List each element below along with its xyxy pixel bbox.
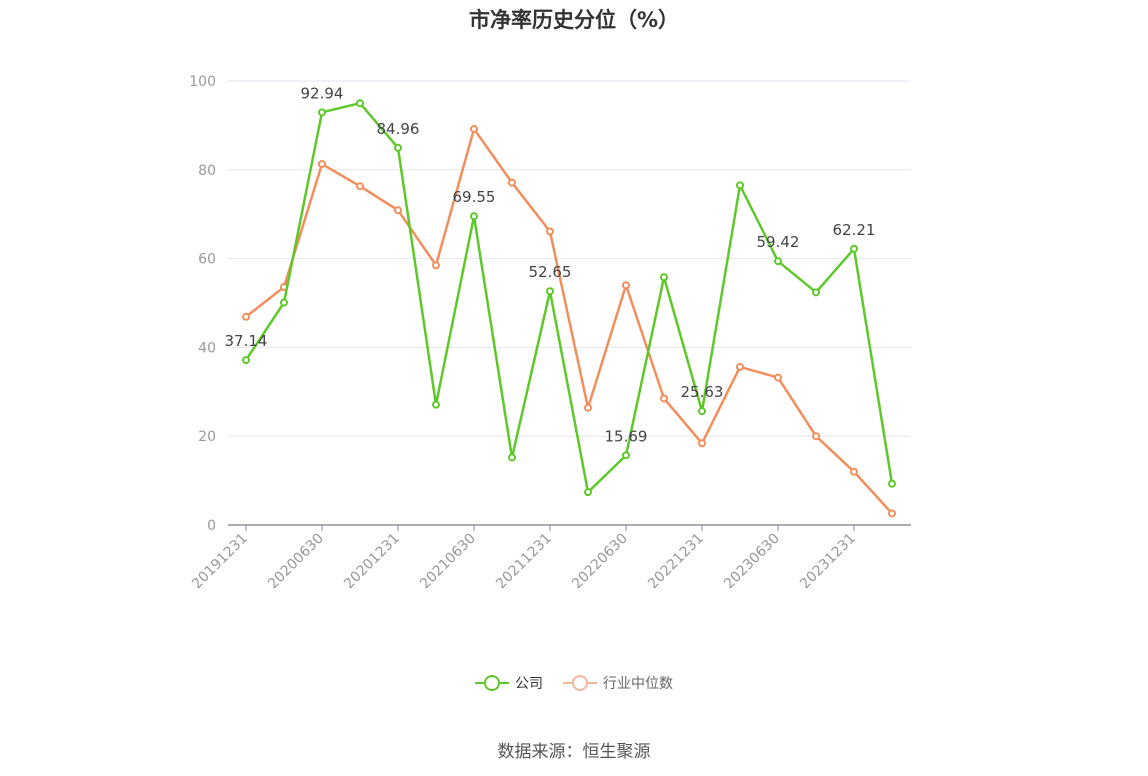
data-point-company [470,212,478,221]
x-tick-label: 20221231 [645,531,707,593]
y-tick-label: 0 [207,518,216,534]
data-point-industry-median [356,182,364,191]
legend-label-industry-median: 行业中位数 [603,676,673,692]
data-point-industry-median [888,509,896,518]
y-tick-label: 40 [198,340,216,356]
y-tick-label: 20 [198,429,216,445]
data-label-company: 84.96 [377,120,420,138]
data-label-company: 62.21 [833,221,876,239]
data-labels: 37.14 92.94 84.96 69.55 52.65 15.69 25.63 59.42… [225,84,876,445]
data-point-company [774,257,782,266]
data-point-industry-median [242,312,250,321]
data-point-industry-median [584,403,592,412]
data-point-company [660,273,668,282]
x-tick-label: 20201231 [341,531,403,593]
data-point-company [546,287,554,296]
data-point-company [888,479,896,488]
data-point-company [356,99,364,108]
data-point-industry-median [508,178,516,187]
data-label-company: 52.65 [529,263,572,281]
x-tick-label: 20220630 [569,531,631,593]
legend-item-company[interactable]: 公司 [475,673,543,693]
data-point-company [622,451,630,460]
data-label-company: 92.94 [301,84,344,102]
data-point-industry-median [774,373,782,382]
y-tick-label: 80 [198,163,216,179]
data-point-industry-median [394,206,402,215]
data-point-company [584,488,592,497]
x-tick-label: 20211231 [493,531,555,593]
legend: 公司 行业中位数 [0,673,1148,693]
data-point-company [318,108,326,117]
x-tick-label: 20230630 [721,531,783,593]
data-point-company [698,407,706,416]
data-point-industry-median [622,281,630,290]
x-tick-label: 20191231 [189,531,251,593]
data-point-company [280,298,288,307]
data-label-company: 69.55 [453,188,496,206]
data-point-company [242,356,250,365]
data-point-industry-median [736,362,744,371]
series-line-industry-median [245,127,893,515]
series [242,99,896,518]
data-point-industry-median [546,227,554,236]
data-point-industry-median [850,467,858,476]
data-point-company [432,400,440,409]
legend-swatch-industry-median [563,673,597,693]
data-point-company [508,453,516,462]
chart-title: 市净率历史分位（%） [468,8,680,32]
grid-lines [228,80,911,437]
y-tick-label: 60 [198,252,216,268]
data-point-industry-median [660,394,668,403]
data-label-company: 59.42 [757,233,800,251]
data-point-company [812,288,820,297]
legend-swatch-company [475,673,509,693]
data-point-industry-median [812,432,820,441]
data-point-company [850,244,858,253]
series-line-company [244,101,894,494]
data-point-industry-median [698,439,706,448]
data-label-company: 37.14 [225,332,268,350]
x-tick-label: 20210630 [417,531,479,593]
data-point-company [394,143,402,152]
y-tick-label: 100 [189,74,216,90]
data-point-company [736,181,744,190]
data-point-industry-median [470,124,478,133]
legend-label-company: 公司 [515,676,543,692]
legend-item-industry-median[interactable]: 行业中位数 [563,673,673,693]
data-source: 数据来源：恒生聚源 [497,742,651,762]
x-tick-label: 20231231 [797,531,859,593]
data-label-company: 25.63 [681,383,724,401]
data-point-industry-median [318,160,326,169]
data-label-company: 15.69 [605,427,648,445]
x-tick-label: 20200630 [265,531,327,593]
data-point-industry-median [432,261,440,270]
